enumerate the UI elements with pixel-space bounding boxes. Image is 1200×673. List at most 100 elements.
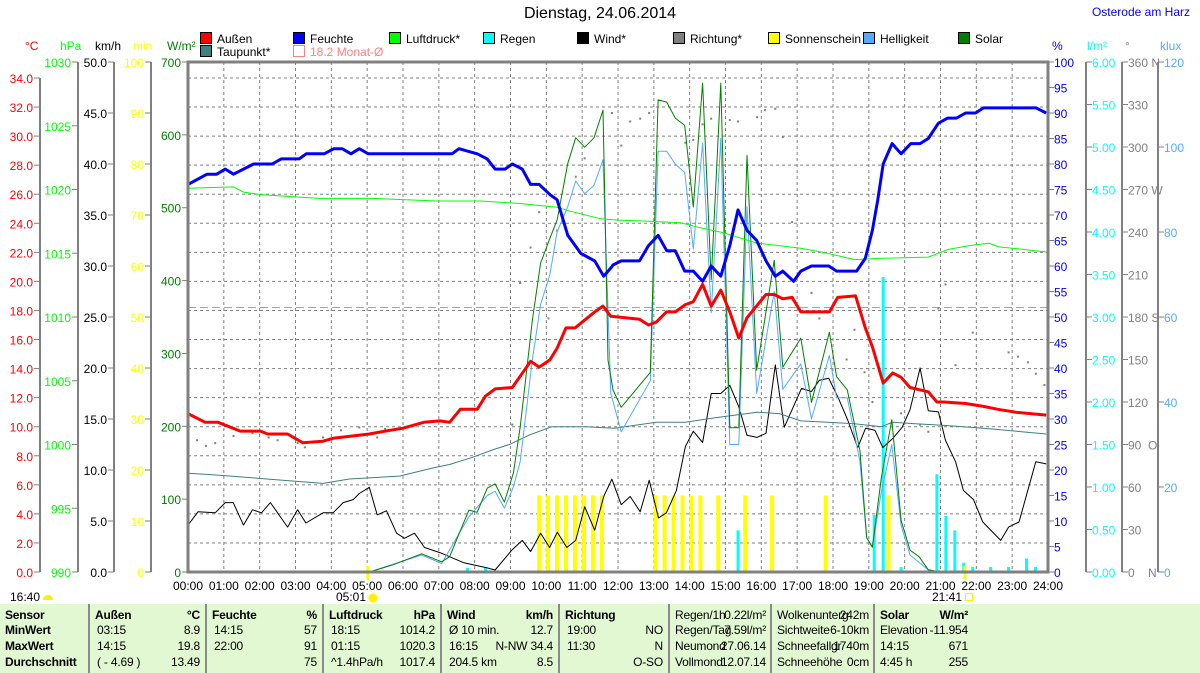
rain-tick-label: 2.50 — [1092, 354, 1116, 368]
legend-item: Solar — [958, 32, 1003, 46]
regen-bar — [989, 566, 993, 572]
sunset-time: 21:41 — [932, 590, 963, 604]
richtung-point — [692, 138, 695, 141]
richtung-point — [340, 429, 343, 432]
richtung-point — [322, 436, 325, 439]
regen-bar — [944, 515, 948, 572]
legend-swatch — [863, 32, 875, 44]
column-divider — [558, 604, 560, 673]
solar-tick-label: 400 — [161, 275, 181, 289]
location-link[interactable]: Osterode am Harz — [1091, 5, 1190, 19]
stat-value: N-NW 34.4 — [495, 639, 553, 653]
stat-time: ^1.4hPa/h — [331, 655, 383, 669]
richtung-point — [1043, 384, 1046, 386]
richtung-point — [1016, 355, 1019, 358]
pressure-tick-label: 995 — [51, 502, 71, 516]
solar-axis-unit: W/m² — [167, 39, 196, 53]
wind-tick-label: 40.0 — [84, 158, 108, 172]
sunshine-tick-label: 100 — [124, 56, 144, 70]
richtung-point — [927, 430, 930, 433]
half-sun-icon — [43, 595, 54, 600]
humidity-tick-label: 75 — [1054, 184, 1068, 198]
stat-time: 19:00 — [567, 623, 597, 637]
regen-bar — [1025, 558, 1028, 572]
stat-value: 8.5 — [536, 655, 553, 669]
x-tick-label: 05:00 — [352, 579, 382, 593]
series-luftdruck — [187, 186, 1047, 261]
x-tick-label: 17:00 — [782, 579, 812, 593]
temp-tick-label: 24.0 — [10, 217, 34, 231]
direction-axis-unit: ° — [1125, 39, 1130, 53]
richtung-point — [358, 426, 361, 429]
stat-time: 204.5 km — [449, 655, 497, 669]
x-tick-label: 20:00 — [890, 579, 920, 593]
temp-tick-label: 6.0 — [16, 479, 33, 493]
legend-item: Luftdruck* — [389, 32, 460, 46]
column-divider — [205, 604, 207, 673]
x-tick-label: 01:00 — [209, 579, 239, 593]
series-feuchte — [187, 106, 1047, 283]
row-label: MaxWert — [5, 639, 54, 653]
pressure-tick-label: 1020 — [44, 184, 71, 198]
info-label: Neumond — [675, 639, 726, 653]
sunshine-tick-label: 70 — [131, 209, 145, 223]
info-label: Schneehöhe — [777, 655, 843, 669]
humidity-tick-label: 30 — [1054, 413, 1068, 427]
stat-value: 1017.4 — [399, 655, 435, 669]
richtung-point — [1007, 351, 1010, 354]
series-wind — [187, 364, 1047, 571]
stat-value: -11.954 — [929, 623, 969, 637]
legend-swatch — [577, 32, 589, 44]
richtung-point — [1026, 361, 1029, 364]
richtung-point — [276, 439, 279, 442]
sunset-event: 21:41 — [932, 590, 974, 604]
x-tick-label: 12:00 — [603, 579, 633, 593]
legend-label: Wind* — [594, 32, 627, 46]
stat-value: 12.7 — [530, 623, 553, 637]
temp-tick-label: 32.0 — [10, 101, 34, 115]
sonnenschein-bar — [662, 495, 667, 572]
stat-value: 1014.2 — [399, 623, 435, 637]
richtung-point — [810, 291, 813, 294]
x-tick-label: 18:00 — [818, 579, 848, 593]
weather-chart: 00:00 01:00 02:00 03:00 04:00 05:00 06:00 07:00… — [10, 39, 1185, 593]
richtung-point — [267, 436, 270, 439]
solar-tick-label: 100 — [161, 493, 181, 507]
temp-tick-label: 28.0 — [10, 159, 34, 173]
moon-time: 16:40 — [10, 590, 41, 604]
luftdruck-line — [187, 186, 1047, 261]
info-label: Schneefallgr — [777, 639, 842, 653]
column-header: Feuchte — [212, 608, 257, 622]
humidity-tick-label: 10 — [1054, 515, 1068, 529]
legend-item: Helligkeit — [863, 32, 929, 46]
humidity-tick-label: 15 — [1054, 490, 1068, 504]
direction-tick-label: 330 — [1128, 99, 1148, 113]
richtung-point — [214, 442, 217, 445]
sunshine-tick-label: 90 — [131, 107, 145, 121]
pressure-tick-label: 1010 — [44, 311, 71, 325]
column-unit: °C — [186, 608, 200, 622]
x-tick-label: 16:00 — [746, 579, 776, 593]
humidity-tick-label: 0 — [1054, 566, 1061, 580]
column-header: Solar — [880, 608, 910, 622]
solar-tick-label: 0 — [174, 566, 181, 580]
richtung-point — [303, 446, 306, 449]
legend-swatch — [200, 32, 212, 44]
rain-tick-label: 3.00 — [1092, 311, 1116, 325]
temp-tick-label: 14.0 — [10, 363, 34, 377]
sonnenschein-bar — [537, 495, 542, 572]
solar-tick-label: 600 — [161, 129, 181, 143]
row-label: MinWert — [5, 623, 51, 637]
rain-tick-label: 1.00 — [1092, 481, 1116, 495]
stat-time: 16:15 — [449, 639, 479, 653]
info-value: 6-10km — [830, 623, 869, 637]
humidity-tick-label: 90 — [1054, 107, 1068, 121]
x-tick-label: 08:00 — [460, 579, 490, 593]
stat-time: 4:45 h — [880, 655, 913, 669]
richtung-point — [547, 317, 550, 320]
direction-tick-label: 240 — [1128, 226, 1148, 240]
column-header: Wind — [447, 608, 476, 622]
stat-time: 22:00 — [214, 639, 244, 653]
illuminance-tick-label: 20 — [1164, 481, 1178, 495]
helligkeit-line — [369, 138, 941, 573]
